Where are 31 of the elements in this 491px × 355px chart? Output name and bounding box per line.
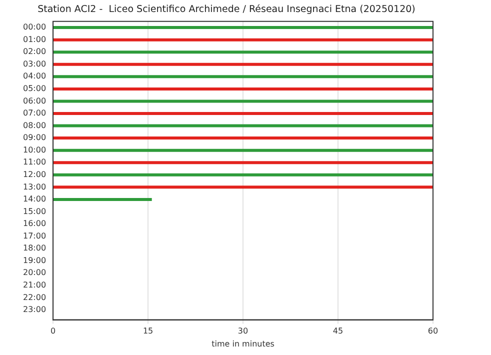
x-axis-title: time in minutes <box>212 339 274 348</box>
y-tick-label: 03:00 <box>22 59 46 68</box>
y-tick-label: 21:00 <box>22 280 46 290</box>
y-tick-label: 19:00 <box>22 256 46 265</box>
x-tick-label: 45 <box>332 326 344 336</box>
y-tick-label: 22:00 <box>22 292 46 302</box>
x-tick-label: 60 <box>428 326 438 336</box>
y-tick-label: 14:00 <box>22 194 46 204</box>
y-tick-label: 05:00 <box>22 84 46 94</box>
y-tick-label: 11:00 <box>22 158 46 167</box>
y-tick-label: 20:00 <box>22 268 46 278</box>
y-tick-label: 04:00 <box>22 72 46 81</box>
y-tick-label: 13:00 <box>22 182 46 192</box>
y-tick-label: 23:00 <box>22 305 46 314</box>
y-tick-label: 12:00 <box>22 170 46 179</box>
x-tick-label: 15 <box>142 326 154 336</box>
y-tick-label: 06:00 <box>22 96 46 106</box>
y-tick-label: 02:00 <box>22 47 46 56</box>
y-tick-label: 17:00 <box>22 231 46 240</box>
x-tick-label: 30 <box>238 326 248 336</box>
y-tick-label: 16:00 <box>22 219 46 228</box>
x-tick-label: 0 <box>50 326 56 336</box>
y-tick-label: 08:00 <box>22 120 46 130</box>
y-tick-label: 01:00 <box>22 34 46 44</box>
y-tick-label: 15:00 <box>22 206 46 216</box>
y-tick-label: 18:00 <box>22 244 46 253</box>
y-tick-label: 00:00 <box>22 22 46 32</box>
chart-title: Station ACI2 - Liceo Scientifico Archimede / Réseau Insegnaci Etna (20250120) <box>38 4 416 16</box>
y-tick-label: 10:00 <box>22 145 46 154</box>
y-tick-label: 07:00 <box>22 108 46 118</box>
y-tick-label: 09:00 <box>22 133 46 142</box>
